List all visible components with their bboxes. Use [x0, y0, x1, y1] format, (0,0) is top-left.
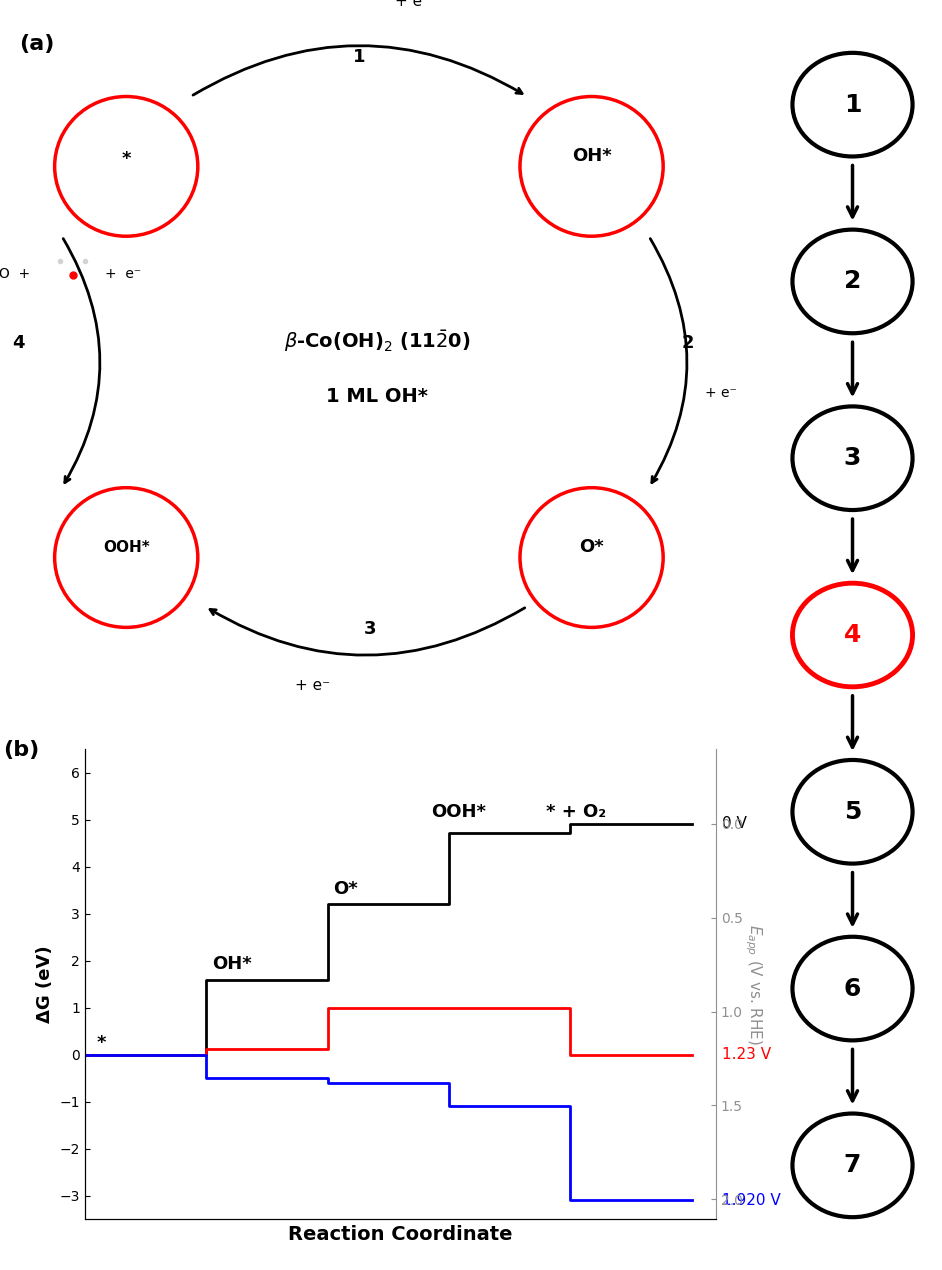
- Ellipse shape: [792, 583, 913, 687]
- Text: 1 ML OH*: 1 ML OH*: [326, 387, 428, 406]
- Text: 0 V: 0 V: [722, 817, 747, 831]
- Text: 4: 4: [844, 624, 861, 646]
- Text: 1.920 V: 1.920 V: [722, 1193, 781, 1208]
- Text: OOH*: OOH*: [430, 804, 486, 822]
- Text: *: *: [97, 1034, 106, 1052]
- Text: O*: O*: [333, 880, 358, 898]
- Ellipse shape: [792, 406, 913, 511]
- Text: + e⁻: + e⁻: [295, 678, 330, 693]
- Text: +  e⁻: + e⁻: [105, 267, 141, 281]
- Ellipse shape: [792, 937, 913, 1040]
- Ellipse shape: [792, 1114, 913, 1217]
- Text: 6: 6: [844, 977, 861, 1001]
- Ellipse shape: [792, 230, 913, 333]
- Text: OH*: OH*: [212, 955, 252, 973]
- Text: 1: 1: [844, 93, 861, 117]
- Text: 3: 3: [364, 620, 376, 639]
- Text: 5: 5: [844, 800, 861, 824]
- Text: + e⁻: + e⁻: [395, 0, 430, 9]
- Ellipse shape: [792, 53, 913, 156]
- Text: (a): (a): [19, 33, 55, 53]
- Text: O*: O*: [579, 538, 604, 556]
- Text: 3: 3: [844, 446, 861, 470]
- Text: $\beta$-Co(OH)$_2$ (11$\bar{2}$0): $\beta$-Co(OH)$_2$ (11$\bar{2}$0): [284, 328, 470, 354]
- Text: + e⁻: + e⁻: [705, 386, 737, 400]
- Ellipse shape: [792, 759, 913, 864]
- Text: 2: 2: [682, 334, 694, 352]
- X-axis label: Reaction Coordinate: Reaction Coordinate: [288, 1224, 512, 1243]
- Text: *: *: [122, 150, 131, 169]
- Text: OOH*: OOH*: [103, 540, 150, 555]
- Text: 4: 4: [12, 334, 25, 352]
- Y-axis label: $E_{app}$ (V vs. RHE): $E_{app}$ (V vs. RHE): [743, 923, 764, 1045]
- Text: 2: 2: [844, 269, 861, 293]
- Text: 1: 1: [352, 47, 365, 66]
- Y-axis label: ΔG (eV): ΔG (eV): [36, 945, 54, 1024]
- Text: OH*: OH*: [572, 147, 611, 165]
- Text: (b): (b): [3, 740, 39, 759]
- Text: 1.23 V: 1.23 V: [722, 1048, 771, 1062]
- Text: * + O₂: * + O₂: [546, 804, 606, 822]
- Text: 7: 7: [844, 1153, 861, 1177]
- Text: H₂O  +: H₂O +: [0, 267, 30, 281]
